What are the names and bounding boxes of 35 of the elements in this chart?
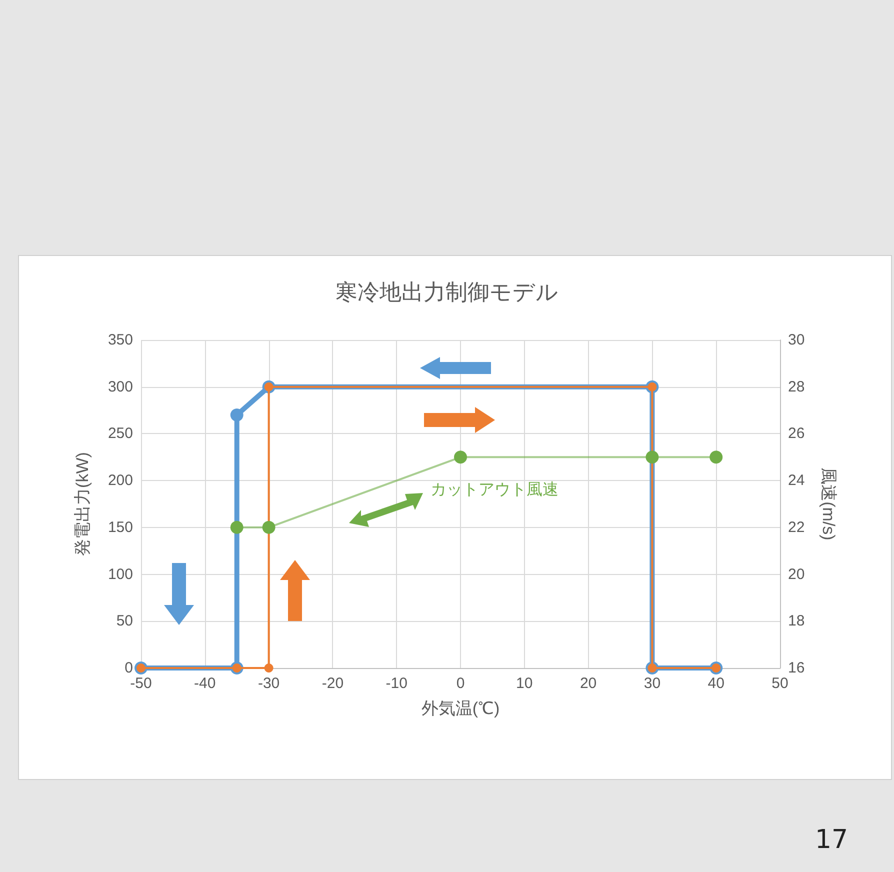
y-tick-label: 50 [116, 612, 133, 630]
y2-tick-label: 20 [788, 566, 805, 583]
x-tick-label: 50 [772, 675, 788, 692]
y2-tick-label: 22 [788, 518, 805, 536]
y2-tick-label: 18 [788, 612, 805, 630]
y2-tick-label: 16 [788, 660, 805, 676]
x-tick-label: 20 [580, 675, 597, 692]
x-tick-label: -20 [322, 675, 344, 692]
x-tick-label: -30 [258, 675, 280, 692]
y-tick-label: 350 [108, 332, 133, 348]
y-tick-label: 300 [108, 378, 133, 396]
x-tick-label: 0 [456, 675, 465, 692]
x-tick-label: -40 [194, 675, 216, 692]
x-tick-label: 10 [516, 675, 533, 692]
y-tick-label: 100 [108, 566, 133, 583]
x-tick-label: -10 [386, 675, 408, 692]
text: 17 [815, 825, 848, 855]
y2-tick-label: 24 [788, 472, 805, 490]
y-tick-label: 150 [108, 518, 133, 536]
x-tick-label: 30 [644, 675, 661, 692]
series-label: カットアウト風速 [430, 480, 558, 499]
point [230, 408, 244, 422]
y2-tick-label: 26 [788, 425, 805, 442]
x-tick-label: 40 [708, 675, 724, 692]
y2-tick-label: 28 [788, 378, 805, 396]
y-tick-label: 0 [124, 660, 133, 676]
x-tick-label: -50 [130, 675, 152, 692]
y-tick-label: 250 [108, 425, 133, 442]
x-axis-title: 外気温(℃) [421, 699, 500, 718]
y2-axis-title: 風速(m/s) [819, 468, 838, 540]
y-axis-title: 発電出力(kW) [73, 452, 92, 556]
point [264, 664, 274, 672]
chart-title: 寒冷地出力制御モデル [336, 280, 558, 304]
y-tick-label: 200 [108, 472, 133, 490]
y2-tick-label: 30 [788, 332, 805, 348]
